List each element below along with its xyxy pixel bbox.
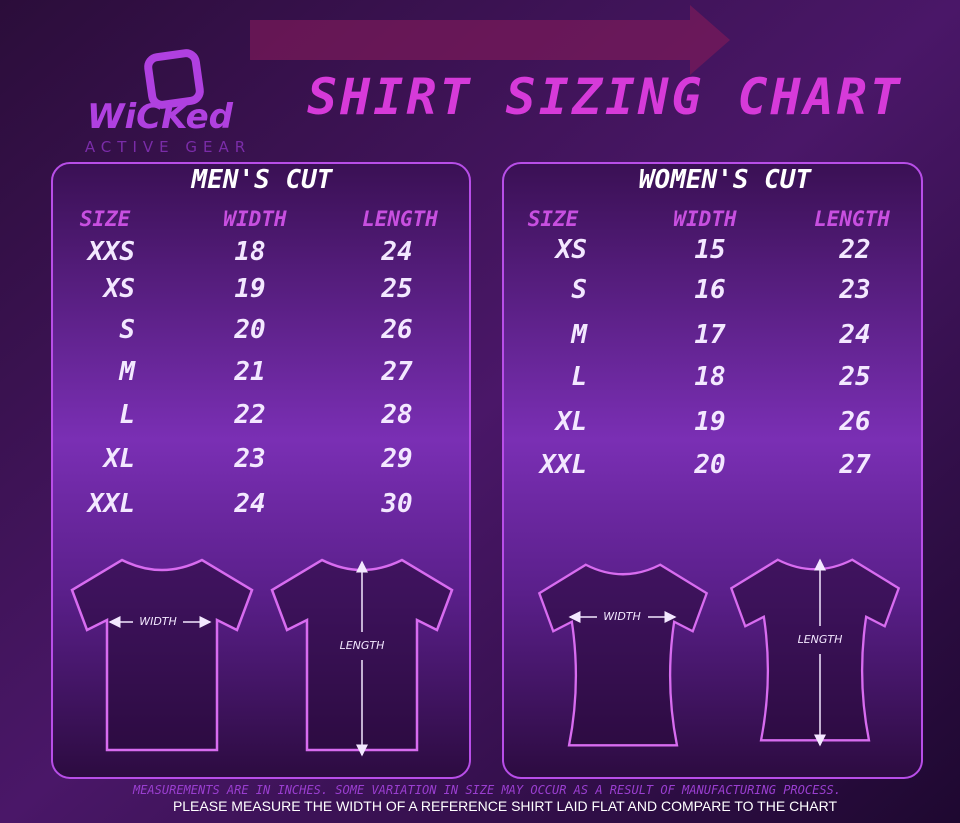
table-cell: 19 xyxy=(234,274,265,304)
table-cell: 23 xyxy=(233,444,265,474)
shirt-outline xyxy=(729,558,901,742)
table-cell: M xyxy=(118,357,136,387)
table-cell: 29 xyxy=(380,444,412,474)
table-cell: 22 xyxy=(838,235,870,265)
column-header: WIDTH xyxy=(223,207,287,231)
table-cell: 28 xyxy=(380,400,412,430)
brand-tagline: ACTIVE GEAR xyxy=(85,138,251,156)
table-cell: 27 xyxy=(380,357,413,387)
table-cell: 24 xyxy=(380,237,412,267)
table-cell: 15 xyxy=(694,235,725,265)
table-cell: 25 xyxy=(838,362,870,392)
table-cell: 20 xyxy=(693,450,725,480)
table-cell: L xyxy=(571,362,587,392)
column-header: SIZE xyxy=(80,207,131,231)
title: SHIRT SIZING CHART xyxy=(307,68,903,126)
table-cell: 26 xyxy=(380,315,412,345)
table-cell: S xyxy=(571,275,587,305)
table-cell: XXL xyxy=(538,450,587,480)
men-heading: MEN'S CUT xyxy=(191,165,334,195)
length-label: LENGTH xyxy=(798,633,843,646)
table-cell: 27 xyxy=(838,450,871,480)
table-cell: 18 xyxy=(694,362,725,392)
table-cell: 24 xyxy=(233,489,265,519)
column-header: LENGTH xyxy=(814,207,890,231)
table-cell: 19 xyxy=(694,407,725,437)
column-header: LENGTH xyxy=(362,207,438,231)
shirt-outline xyxy=(537,563,709,747)
table-cell: XL xyxy=(554,407,587,437)
table-cell: 22 xyxy=(233,400,265,430)
table-cell: XS xyxy=(554,235,587,265)
table-cell: L xyxy=(119,400,135,430)
table-cell: 18 xyxy=(234,237,265,267)
footer-note: MEASUREMENTS ARE IN INCHES. SOME VARIATI… xyxy=(132,783,841,797)
logo-mark xyxy=(144,49,204,109)
column-header: WIDTH xyxy=(673,207,737,231)
table-cell: 16 xyxy=(694,275,725,305)
shirt-outline xyxy=(70,558,254,752)
table-cell: XXS xyxy=(86,237,135,267)
table-cell: XL xyxy=(102,444,135,474)
table-cell: XXL xyxy=(86,489,135,519)
table-cell: 26 xyxy=(838,407,870,437)
table-cell: 20 xyxy=(233,315,265,345)
tables: SIZE WIDTH LENGTH XXS 18 24 XS 19 25 S 20 26 M 21 27 L 2… xyxy=(80,207,891,519)
table-cell: 24 xyxy=(838,320,870,350)
decor-arrow xyxy=(250,5,730,75)
column-header: SIZE xyxy=(528,207,579,231)
table-cell: 23 xyxy=(838,275,870,305)
brand-name: WiCKed xyxy=(87,97,234,137)
width-label: WIDTH xyxy=(603,610,641,623)
table-cell: M xyxy=(570,320,588,350)
table-cell: XS xyxy=(102,274,135,304)
length-label: LENGTH xyxy=(340,639,385,652)
width-label: WIDTH xyxy=(139,615,177,628)
footer-instruction: PLEASE MEASURE THE WIDTH OF A REFERENCE … xyxy=(173,798,838,814)
table-cell: 30 xyxy=(380,489,412,519)
table-cell: S xyxy=(119,315,135,345)
table-cell: 17 xyxy=(694,320,726,350)
table-cell: 25 xyxy=(380,274,412,304)
table-cell: 21 xyxy=(233,357,265,387)
women-heading: WOMEN'S CUT xyxy=(639,165,813,195)
shirt-outline xyxy=(270,558,454,752)
